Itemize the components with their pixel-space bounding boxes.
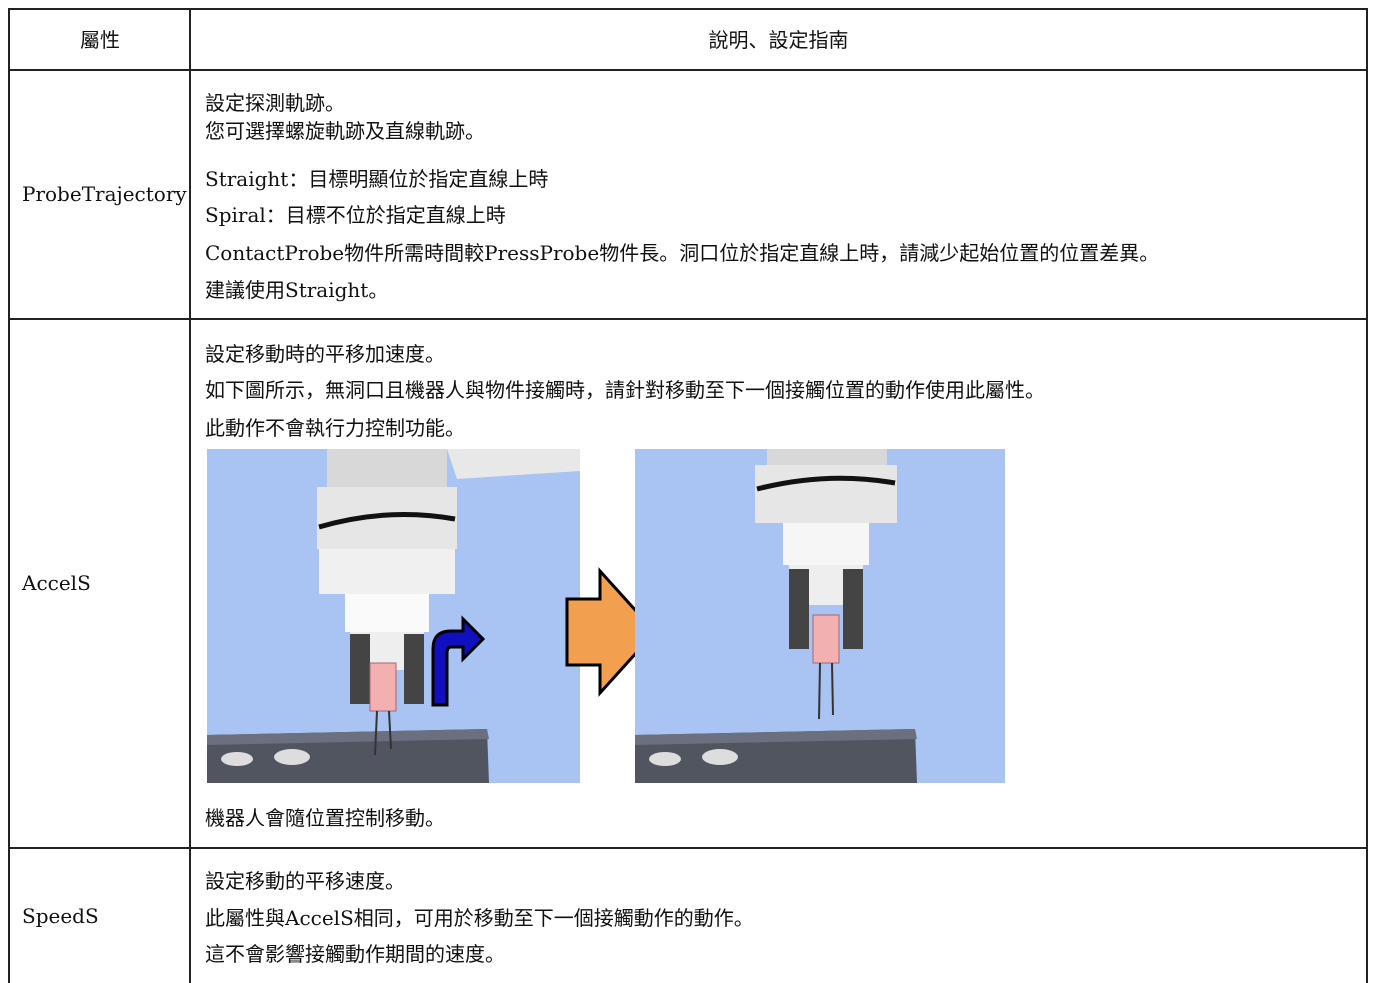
- header-cell: 屬性: [80, 28, 120, 52]
- arrow: [565, 567, 658, 697]
- border: [8, 8, 10, 983]
- border: [8, 318, 1368, 320]
- border: [8, 69, 1368, 71]
- description-line: ContactProbe物件所需時間較PressProbe物件長。洞口位於指定直…: [205, 241, 1160, 265]
- description-line: 設定移動的平移速度。: [205, 869, 405, 893]
- border: [8, 847, 1368, 849]
- description-line: 這不會影響接觸動作期間的速度。: [205, 942, 505, 966]
- illustration: [207, 449, 1005, 783]
- description-line: 您可選擇螺旋軌跡及直線軌跡。: [205, 119, 485, 143]
- property-name: ProbeTrajectory: [22, 182, 187, 206]
- description-line: 設定移動時的平移加速度。: [205, 342, 445, 366]
- border: [8, 8, 1368, 10]
- header-cell: 說明、設定指南: [708, 28, 849, 52]
- description-line: 如下圖所示，無洞口且機器人與物件接觸時，請針對移動至下一個接觸位置的動作使用此屬…: [205, 378, 1045, 402]
- description-line: 機器人會隨位置控制移動。: [205, 806, 445, 830]
- property-name: AccelS: [22, 571, 91, 595]
- image-before: [207, 449, 580, 783]
- description-line: 建議使用Straight。: [205, 278, 389, 302]
- description-line: Spiral：目標不位於指定直線上時: [205, 203, 506, 227]
- border: [1366, 8, 1368, 983]
- description-line: 設定探測軌跡。: [205, 91, 345, 115]
- image-after: [635, 449, 1005, 783]
- property-name: SpeedS: [22, 904, 99, 928]
- border: [189, 8, 191, 983]
- description-line: Straight：目標明顯位於指定直線上時: [205, 167, 549, 191]
- description-line: 此屬性與AccelS相同，可用於移動至下一個接觸動作的動作。: [205, 906, 754, 930]
- description-line: 此動作不會執行力控制功能。: [205, 416, 465, 440]
